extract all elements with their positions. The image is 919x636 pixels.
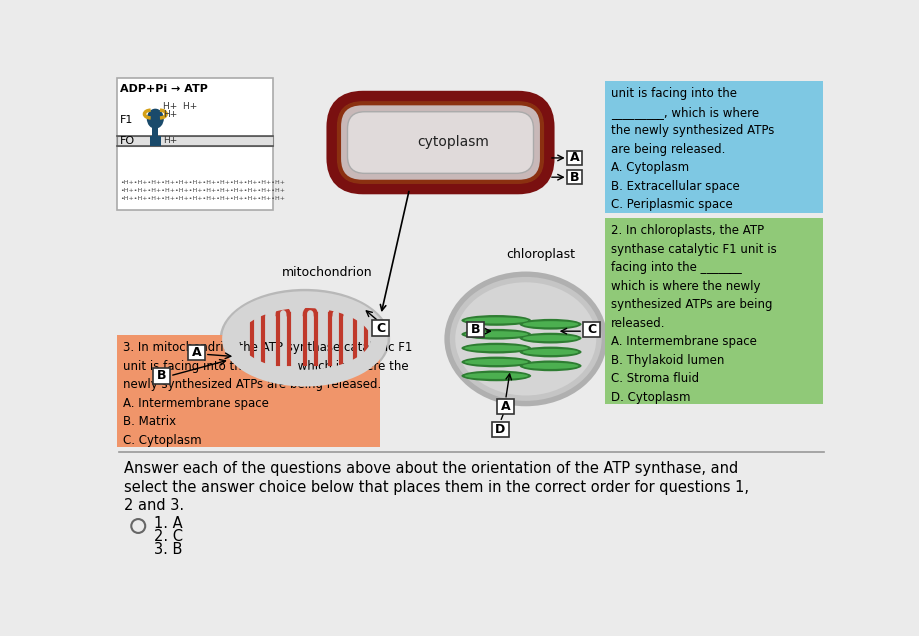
Text: cytoplasm: cytoplasm	[417, 135, 489, 149]
Bar	[152, 123, 158, 135]
Ellipse shape	[522, 335, 578, 341]
Ellipse shape	[464, 345, 528, 351]
Text: •H+•H+•H+•H+•H+•H+•H+•H+•H+•H+•H+•H+: •H+•H+•H+•H+•H+•H+•H+•H+•H+•H+•H+•H+	[119, 180, 284, 185]
Text: H+: H+	[163, 135, 177, 144]
FancyBboxPatch shape	[338, 103, 541, 182]
Text: 2. In chloroplasts, the ATP
synthase catalytic F1 unit is
facing into the ______: 2. In chloroplasts, the ATP synthase cat…	[610, 224, 776, 404]
Ellipse shape	[220, 289, 390, 389]
Ellipse shape	[522, 363, 578, 369]
Text: 3. In mitochondria, the ATP synthase catalytic F1
unit is facing into the ______: 3. In mitochondria, the ATP synthase cat…	[122, 341, 412, 446]
Text: B: B	[156, 370, 166, 382]
Text: F1: F1	[119, 115, 133, 125]
Text: Answer each of the questions above about the orientation of the ATP synthase, an: Answer each of the questions above about…	[124, 461, 738, 476]
FancyBboxPatch shape	[187, 345, 205, 361]
Ellipse shape	[461, 357, 530, 368]
FancyBboxPatch shape	[583, 322, 599, 337]
Ellipse shape	[455, 282, 596, 396]
Ellipse shape	[461, 370, 530, 381]
Text: B: B	[471, 323, 480, 336]
FancyBboxPatch shape	[466, 322, 483, 337]
Ellipse shape	[464, 359, 528, 365]
Text: 3. B: 3. B	[153, 542, 182, 557]
FancyBboxPatch shape	[491, 422, 508, 438]
Ellipse shape	[519, 347, 581, 357]
Text: select the answer choice below that places them in the correct order for questio: select the answer choice below that plac…	[124, 480, 748, 495]
Text: C: C	[586, 323, 596, 336]
FancyBboxPatch shape	[332, 96, 549, 189]
Text: unit is facing into the
_________, which is where
the newly synthesized ATPs
are: unit is facing into the _________, which…	[610, 87, 774, 211]
Ellipse shape	[449, 277, 601, 401]
Ellipse shape	[444, 272, 607, 406]
Text: •H+•H+•H+•H+•H+•H+•H+•H+•H+•H+•H+•H+: •H+•H+•H+•H+•H+•H+•H+•H+•H+•H+•H+•H+	[119, 195, 284, 200]
Ellipse shape	[461, 315, 530, 326]
Ellipse shape	[522, 321, 578, 328]
Text: C: C	[376, 322, 385, 335]
FancyBboxPatch shape	[117, 335, 380, 446]
Ellipse shape	[464, 331, 528, 337]
Bar	[150, 135, 161, 146]
Ellipse shape	[461, 329, 530, 340]
FancyBboxPatch shape	[496, 399, 514, 414]
Text: B: B	[569, 170, 579, 184]
Text: H+: H+	[163, 110, 177, 119]
Text: 2. C: 2. C	[153, 529, 183, 544]
Text: A: A	[569, 151, 579, 165]
Text: 1. A: 1. A	[153, 516, 182, 531]
FancyBboxPatch shape	[566, 151, 582, 165]
Ellipse shape	[464, 317, 528, 324]
Text: FO: FO	[119, 135, 134, 146]
Text: •H+•H+•H+•H+•H+•H+•H+•H+•H+•H+•H+•H+: •H+•H+•H+•H+•H+•H+•H+•H+•H+•H+•H+•H+	[119, 188, 284, 193]
FancyBboxPatch shape	[117, 78, 273, 211]
Ellipse shape	[522, 349, 578, 355]
Text: H+  H+: H+ H+	[163, 102, 197, 111]
Text: 2 and 3.: 2 and 3.	[124, 498, 184, 513]
Text: chloroplast: chloroplast	[505, 248, 574, 261]
Text: mitochondrion: mitochondrion	[281, 266, 372, 279]
Ellipse shape	[231, 300, 379, 378]
Text: D: D	[494, 423, 505, 436]
FancyBboxPatch shape	[372, 321, 389, 336]
FancyBboxPatch shape	[347, 112, 533, 174]
Ellipse shape	[519, 361, 581, 371]
Ellipse shape	[464, 373, 528, 379]
Ellipse shape	[225, 294, 384, 384]
FancyBboxPatch shape	[153, 368, 170, 384]
Ellipse shape	[147, 109, 164, 128]
Ellipse shape	[519, 319, 581, 329]
Ellipse shape	[519, 333, 581, 343]
Ellipse shape	[461, 343, 530, 354]
FancyBboxPatch shape	[566, 170, 582, 184]
Text: ADP+Pi → ATP: ADP+Pi → ATP	[119, 84, 208, 94]
Text: A: A	[500, 400, 510, 413]
Text: A: A	[191, 346, 201, 359]
Bar	[117, 135, 273, 146]
FancyBboxPatch shape	[604, 81, 823, 214]
FancyBboxPatch shape	[604, 218, 823, 404]
